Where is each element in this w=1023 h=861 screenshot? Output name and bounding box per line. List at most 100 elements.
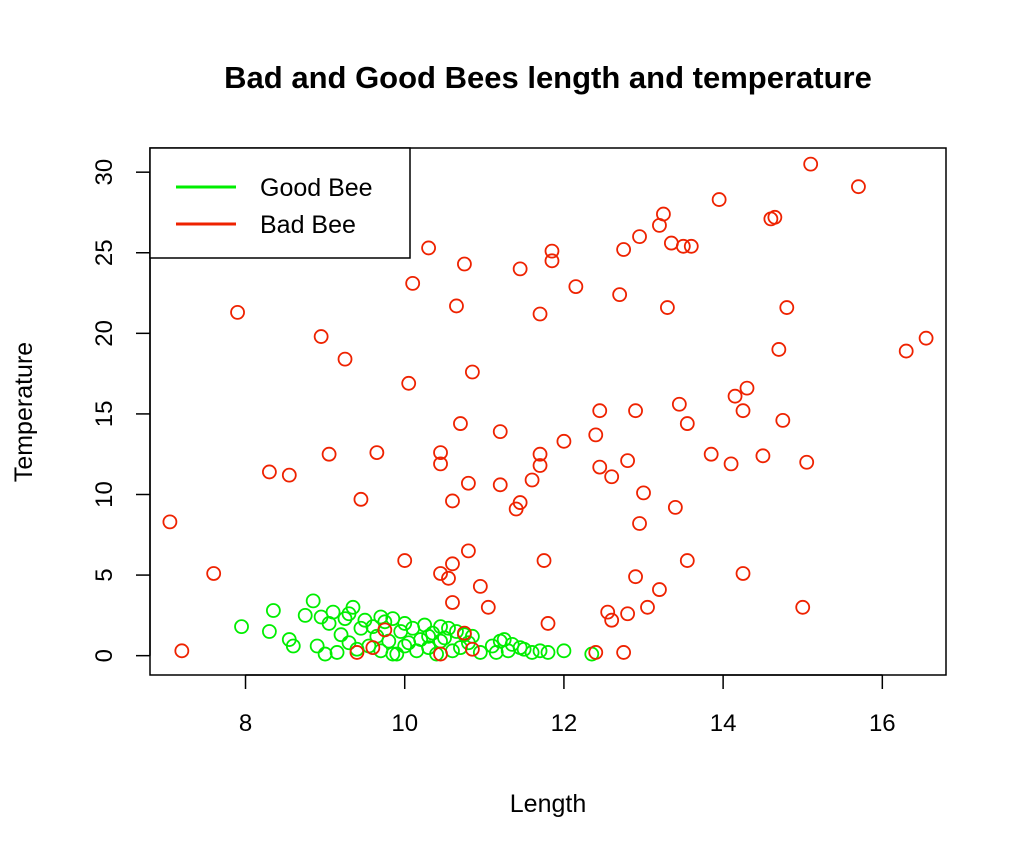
bad-bee-point bbox=[632, 229, 647, 245]
bad-bee-point bbox=[441, 570, 456, 586]
bad-bee-point bbox=[795, 599, 811, 615]
bad-bee-point bbox=[445, 493, 460, 509]
bad-bee-point bbox=[675, 238, 691, 254]
bad-bee-point bbox=[711, 192, 727, 207]
bad-bee-point bbox=[632, 516, 647, 531]
bad-bee-point bbox=[433, 456, 448, 472]
bad-bee-point bbox=[604, 612, 620, 628]
bad-bee-point bbox=[313, 329, 329, 344]
bad-bee-point bbox=[445, 556, 460, 572]
bad-bee-point bbox=[532, 306, 548, 322]
good-bee-point bbox=[345, 599, 361, 615]
good-bee-point bbox=[317, 646, 333, 662]
bad-bee-point bbox=[739, 380, 755, 396]
bad-bee-point bbox=[464, 641, 480, 657]
bad-bee-point bbox=[779, 300, 795, 315]
good-bee-point bbox=[524, 645, 540, 660]
bad-bee-point bbox=[337, 351, 353, 367]
bad-bee-point bbox=[230, 304, 245, 320]
bad-bee-point bbox=[592, 459, 608, 475]
bad-bee-point bbox=[457, 256, 472, 272]
good-bee-point bbox=[472, 645, 488, 660]
good-bee-point bbox=[325, 604, 341, 620]
x-tick-label: 14 bbox=[710, 710, 737, 737]
bad-bee-point bbox=[667, 499, 683, 515]
bad-bee-point bbox=[767, 209, 783, 225]
bad-bee-point bbox=[449, 298, 464, 314]
bad-bee-point bbox=[679, 416, 695, 431]
bad-bee-point bbox=[540, 616, 556, 631]
y-tick-label: 0 bbox=[91, 649, 118, 662]
good-bee-point bbox=[234, 619, 249, 635]
bad-bee-point bbox=[460, 543, 476, 559]
bad-bee-point bbox=[162, 514, 178, 530]
bad-bee-point bbox=[612, 287, 628, 303]
x-tick-label: 8 bbox=[239, 710, 252, 737]
good-bee-point bbox=[441, 620, 456, 636]
good-bee-point bbox=[385, 646, 401, 662]
bad-bee-point bbox=[588, 645, 604, 660]
bad-bee-point bbox=[206, 566, 222, 581]
bad-bee-point bbox=[898, 343, 914, 359]
good-bee-point bbox=[429, 646, 444, 662]
chart-title: Bad and Good Bees length and temperature bbox=[224, 60, 872, 95]
bad-bee-point bbox=[592, 403, 608, 419]
bad-bee-point bbox=[433, 566, 448, 581]
bad-bee-point bbox=[620, 453, 635, 469]
good-bee-point bbox=[401, 635, 417, 651]
good-bee-point bbox=[393, 624, 409, 639]
bad-bee-point bbox=[421, 240, 437, 256]
bad-bee-point bbox=[512, 261, 528, 277]
good-bee-point bbox=[373, 609, 389, 625]
bad-bee-point bbox=[464, 364, 480, 380]
good-bee-point bbox=[297, 607, 313, 623]
bad-bee-point bbox=[663, 235, 679, 251]
bad-bee-point bbox=[604, 469, 620, 485]
legend-box bbox=[149, 147, 411, 259]
bad-bee-point bbox=[588, 427, 604, 443]
bad-bee-point bbox=[174, 643, 190, 659]
bad-bee-point bbox=[616, 645, 632, 660]
bad-bee-point bbox=[369, 445, 385, 460]
bad-bee-point bbox=[532, 458, 548, 473]
bad-bee-point bbox=[492, 477, 508, 493]
good-bee-point bbox=[333, 627, 349, 643]
good-bee-point bbox=[540, 645, 556, 660]
bad-bee-point bbox=[397, 553, 413, 568]
bad-bee-point bbox=[620, 606, 635, 622]
bad-bee-point bbox=[365, 640, 381, 656]
bad-bee-point bbox=[453, 416, 468, 431]
bad-bee-point bbox=[544, 253, 560, 269]
bad-bee-point bbox=[600, 604, 616, 620]
bad-bee-point bbox=[616, 242, 632, 257]
bad-bee-point bbox=[532, 446, 548, 462]
series-bad-bee bbox=[162, 156, 934, 662]
bad-bee-point bbox=[401, 375, 417, 391]
good-bee-point bbox=[445, 643, 460, 659]
bad-bee-point bbox=[377, 622, 393, 638]
x-axis: 8 10 12 14 16 bbox=[239, 674, 896, 737]
bad-bee-point bbox=[349, 645, 365, 660]
bad-bee-point bbox=[735, 566, 751, 581]
bad-bee-point bbox=[628, 403, 643, 419]
bad-bee-point bbox=[775, 412, 791, 428]
bad-bee-point bbox=[703, 446, 719, 462]
good-bee-point bbox=[421, 628, 437, 644]
bad-bee-point bbox=[727, 388, 743, 404]
bad-bee-point bbox=[652, 582, 667, 597]
y-tick-label: 20 bbox=[91, 320, 118, 347]
good-bee-point bbox=[353, 620, 369, 636]
good-bee-point bbox=[516, 641, 532, 657]
good-bee-point bbox=[532, 643, 548, 659]
good-bee-point bbox=[341, 635, 357, 651]
bad-bee-point bbox=[524, 472, 540, 488]
y-axis-label: Temperature bbox=[10, 342, 38, 482]
bad-bee-point bbox=[433, 646, 448, 662]
legend: Good Bee Bad Bee bbox=[149, 147, 411, 259]
bad-bee-point bbox=[353, 491, 369, 507]
legend-bad-bee-label: Bad Bee bbox=[260, 211, 356, 239]
bad-bee-point bbox=[771, 342, 787, 357]
good-bee-point bbox=[377, 614, 393, 630]
y-axis: 0 5 10 15 20 25 30 bbox=[91, 159, 151, 662]
